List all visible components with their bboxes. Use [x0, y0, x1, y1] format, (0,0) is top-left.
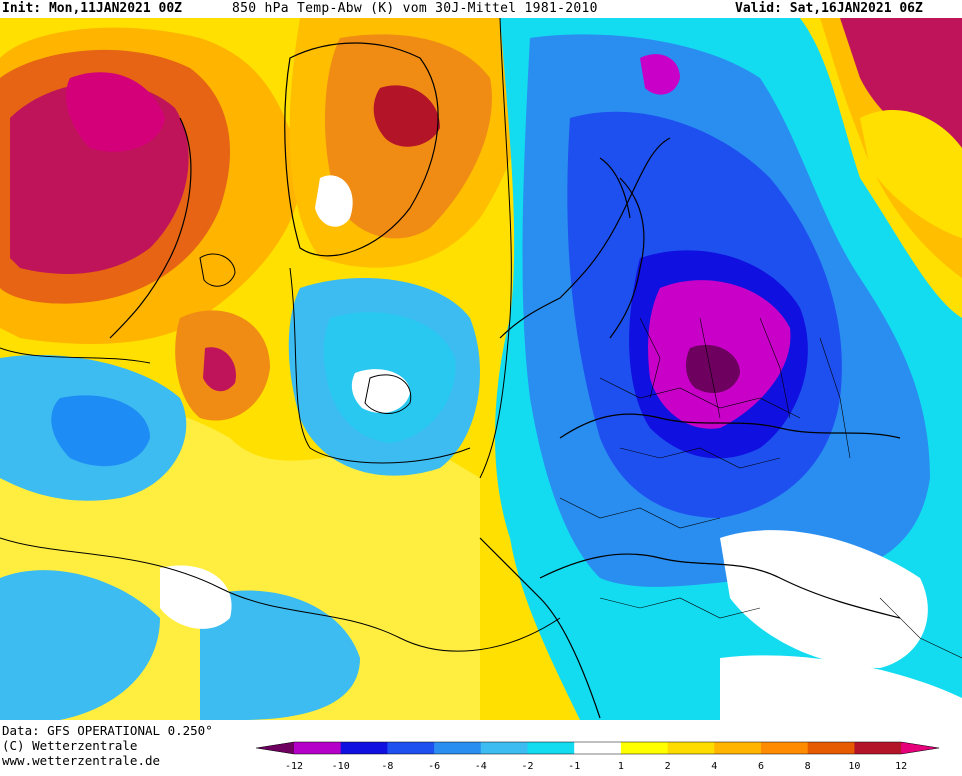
legend-tick-label: -2 — [521, 761, 533, 772]
legend-swatch — [854, 742, 902, 754]
anomaly-map-canvas — [0, 18, 962, 720]
north-africa-neutral-band — [720, 655, 962, 720]
legend-tick-label: 1 — [618, 761, 624, 772]
legend-swatch — [574, 742, 622, 754]
legend-tick-label: 2 — [665, 761, 671, 772]
legend-tick-label: 12 — [895, 761, 907, 772]
color-legend: -12 -10 -8 -6 -4 -2 -1 1 2 4 6 8 10 12 — [256, 740, 958, 774]
legend-tick-label: 6 — [758, 761, 764, 772]
legend-tick-label: -6 — [428, 761, 440, 772]
legend-scale: -12 -10 -8 -6 -4 -2 -1 1 2 4 6 8 10 12 — [256, 741, 940, 772]
western-atlantic-cold-core — [51, 395, 150, 467]
zero-contours — [0, 18, 561, 652]
far-east-yellow-band — [860, 109, 962, 238]
legend-tick-label: -1 — [568, 761, 580, 772]
legend-swatch — [761, 742, 809, 754]
mediterranean-neutral-band — [720, 530, 928, 668]
legend-swatch — [527, 742, 575, 754]
north-atlantic-neutral-spot — [351, 369, 410, 413]
subtropical-cold-patch-west — [0, 570, 160, 720]
map-footer: Data: GFS OPERATIONAL 0.250° (C) Wetterz… — [0, 720, 962, 776]
atlantic-warm-lobe-core — [203, 347, 236, 392]
temperature-anomaly-map[interactable] — [0, 18, 962, 720]
legend-swatch — [340, 742, 388, 754]
valid-time-label: Valid: Sat,16JAN2021 06Z — [735, 1, 923, 16]
website-link[interactable]: www.wetterzentrale.de — [2, 753, 161, 768]
greenland-neutral-spot — [315, 175, 353, 227]
legend-swatch — [387, 742, 435, 754]
legend-outline — [256, 741, 940, 755]
greenland-red-core — [373, 85, 440, 147]
legend-tick-label: 4 — [711, 761, 717, 772]
data-source-label: Data: GFS OPERATIONAL 0.250° — [2, 723, 213, 738]
barents-magenta-spot — [640, 54, 680, 95]
legend-swatch — [667, 742, 715, 754]
legend-swatch — [901, 742, 940, 754]
legend-tick-label: 10 — [848, 761, 860, 772]
legend-swatch — [294, 742, 342, 754]
coastlines — [109, 42, 901, 719]
legend-swatch — [620, 742, 669, 754]
legend-swatch — [807, 742, 855, 754]
legend-tick-label: -8 — [381, 761, 393, 772]
map-header: Init: Mon,11JAN2021 00Z 850 hPa Temp-Abw… — [0, 0, 962, 18]
legend-tick-label: -10 — [332, 761, 350, 772]
country-borders — [559, 317, 962, 659]
init-time-label: Init: Mon,11JAN2021 00Z — [2, 1, 183, 16]
legend-swatch — [480, 742, 528, 754]
subtropical-cold-patch-central — [200, 590, 360, 720]
map-title: 850 hPa Temp-Abw (K) vom 30J-Mittel 1981… — [232, 1, 598, 16]
copyright-label: (C) Wetterzentrale — [2, 738, 138, 753]
legend-swatch — [256, 742, 294, 754]
legend-tick-label: -12 — [285, 761, 303, 772]
legend-tick-label: -4 — [475, 761, 487, 772]
legend-tick-label: 8 — [805, 761, 811, 772]
legend-swatch — [434, 742, 482, 754]
legend-swatch — [714, 742, 762, 754]
baffin-magenta-core — [66, 72, 165, 152]
central-europe-extreme-core — [685, 344, 740, 393]
subtropical-neutral-spot — [160, 565, 232, 629]
